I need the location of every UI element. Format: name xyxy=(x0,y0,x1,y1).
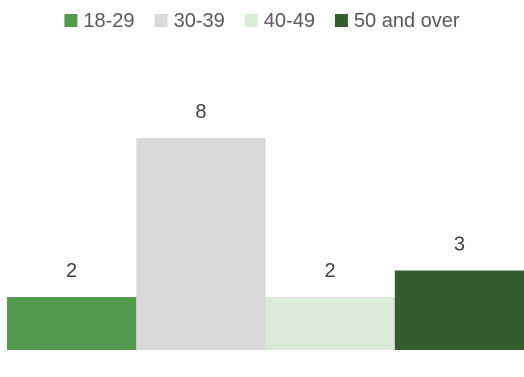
data-label-30-39: 8 xyxy=(195,101,206,123)
legend-swatch-40-49 xyxy=(244,14,258,27)
data-label-50-and-over: 3 xyxy=(454,234,465,256)
bar-18-29 xyxy=(7,297,137,350)
data-label-18-29: 2 xyxy=(66,260,77,282)
legend-label-40-49: 40-49 xyxy=(264,10,315,32)
legend-swatch-18-29 xyxy=(64,14,78,27)
legend: 18-29 30-39 40-49 50 and over xyxy=(64,10,460,32)
legend-label-30-39: 30-39 xyxy=(174,10,225,32)
bar-50-and-over xyxy=(394,270,524,350)
legend-swatch-30-39 xyxy=(154,14,168,27)
bar-30-39 xyxy=(136,138,266,350)
legend-swatch-50-and-over xyxy=(334,14,348,27)
bar-40-49 xyxy=(265,297,395,350)
legend-label-50-and-over: 50 and over xyxy=(354,10,460,32)
legend-label-18-29: 18-29 xyxy=(83,10,134,32)
data-label-40-49: 2 xyxy=(325,260,336,282)
plot-area: 2 8 2 3 xyxy=(7,101,524,350)
